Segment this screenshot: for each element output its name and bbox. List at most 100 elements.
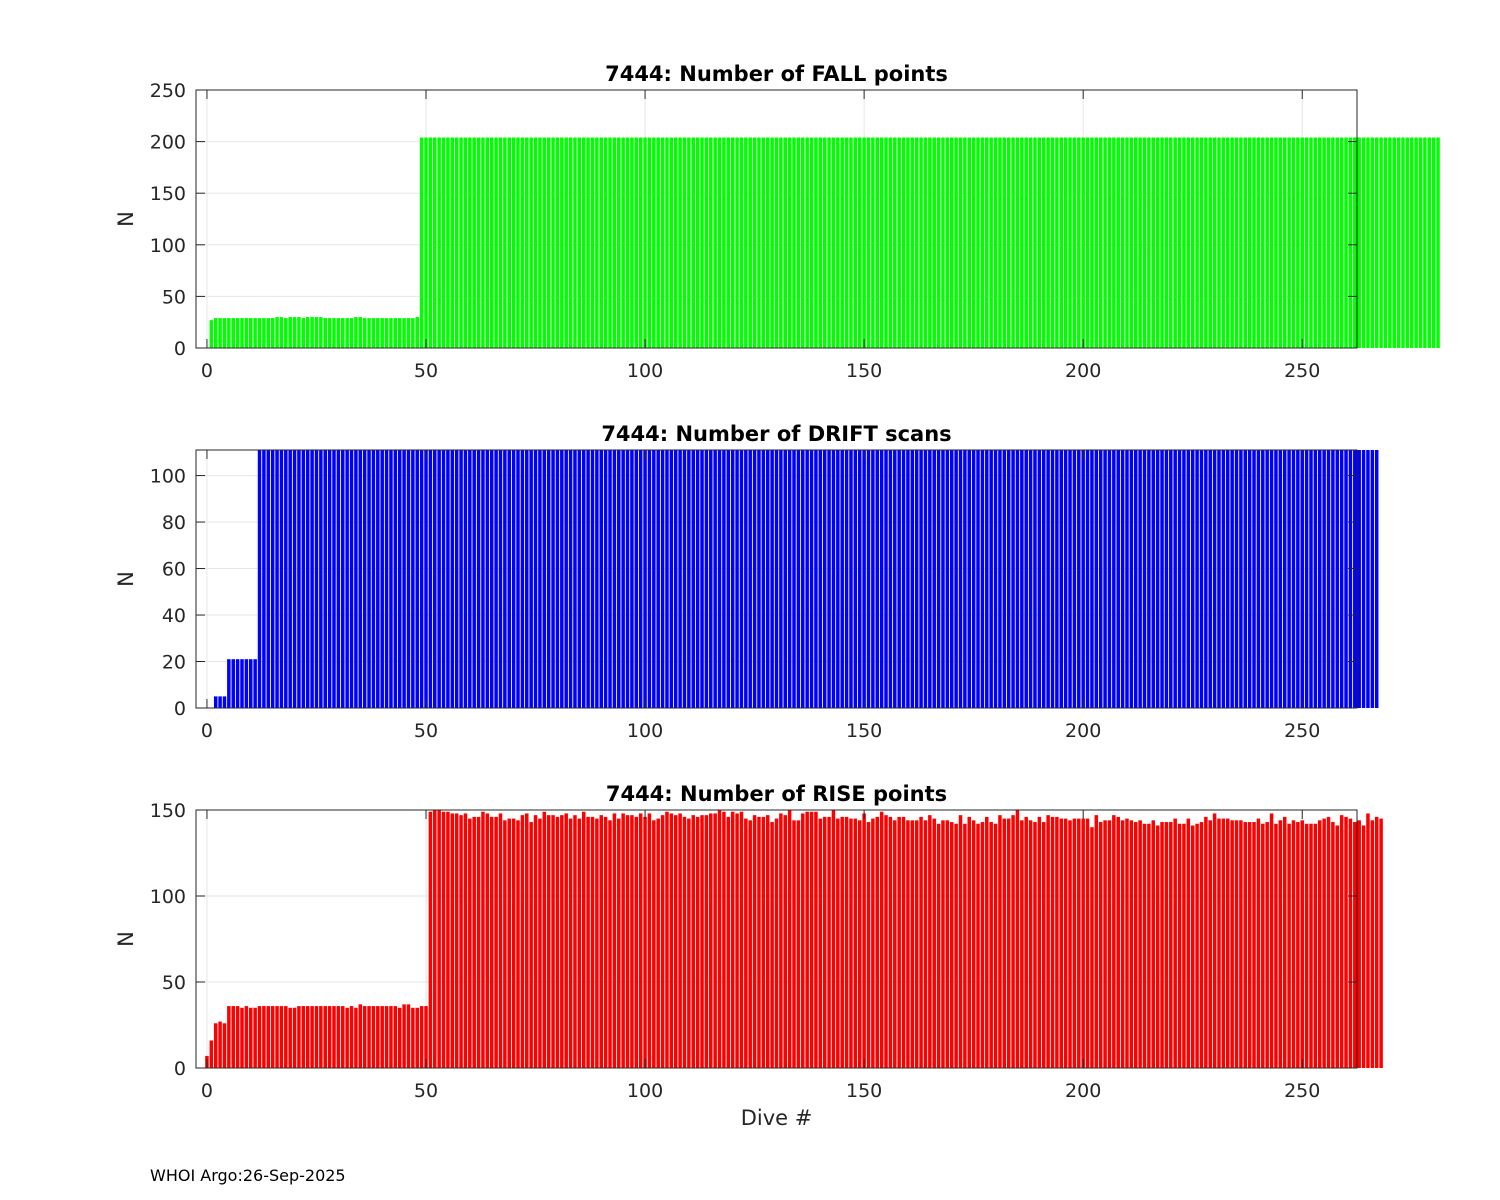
- bar: [1085, 450, 1090, 708]
- x-tick-label: 250: [1284, 360, 1320, 382]
- x-tick-label: 50: [414, 720, 438, 742]
- bar: [1050, 450, 1055, 708]
- bar: [634, 137, 639, 348]
- bar: [717, 450, 722, 708]
- bar: [1177, 450, 1182, 708]
- y-tick-label: 40: [162, 605, 186, 627]
- bar: [481, 137, 485, 348]
- bar: [1046, 815, 1050, 1068]
- bar: [652, 137, 656, 348]
- bar: [476, 816, 481, 1068]
- bar: [253, 318, 257, 348]
- bar: [1392, 137, 1396, 348]
- y-axis-label: N: [114, 211, 138, 227]
- x-tick-label: 100: [627, 1080, 663, 1102]
- bar: [494, 450, 498, 708]
- bar: [1164, 822, 1169, 1068]
- bar: [1243, 450, 1248, 708]
- bar: [476, 137, 481, 348]
- bar: [1112, 137, 1116, 348]
- bar: [875, 450, 880, 708]
- bar: [1252, 450, 1256, 708]
- bar: [1282, 137, 1287, 348]
- bar: [1195, 823, 1199, 1068]
- bar: [678, 450, 682, 708]
- bar: [1344, 816, 1348, 1068]
- bar: [1335, 137, 1340, 348]
- bar: [928, 450, 932, 708]
- bar: [249, 659, 253, 708]
- bar: [1155, 137, 1160, 348]
- bar: [1212, 813, 1217, 1068]
- bar: [529, 822, 533, 1068]
- bar: [253, 659, 257, 708]
- bar: [980, 450, 985, 708]
- bar: [454, 813, 459, 1068]
- bar: [849, 450, 853, 708]
- bar: [871, 450, 875, 708]
- bar: [840, 137, 844, 348]
- bar: [459, 815, 463, 1068]
- bar: [1169, 137, 1173, 348]
- bar: [516, 820, 520, 1068]
- bar: [590, 816, 595, 1068]
- bar: [1427, 137, 1432, 348]
- bar: [384, 318, 389, 348]
- bar: [275, 317, 279, 348]
- bar: [568, 818, 573, 1068]
- x-tick-label: 200: [1065, 1080, 1101, 1102]
- bar: [415, 450, 419, 708]
- bar: [376, 318, 380, 348]
- bar: [901, 816, 906, 1068]
- bar: [520, 450, 525, 708]
- bar: [1383, 137, 1388, 348]
- bar: [310, 1006, 314, 1068]
- bar: [525, 137, 529, 348]
- bar: [305, 450, 310, 708]
- bar: [1147, 823, 1151, 1068]
- bar: [1125, 450, 1129, 708]
- bar: [958, 450, 963, 708]
- bar: [901, 450, 906, 708]
- x-tick-label: 150: [846, 1080, 882, 1102]
- bar: [617, 818, 621, 1068]
- bar: [1318, 450, 1322, 708]
- bar: [336, 450, 341, 708]
- bar: [275, 1006, 279, 1068]
- bar: [1405, 137, 1410, 348]
- bar: [327, 450, 332, 708]
- bar: [1361, 825, 1366, 1068]
- bar: [292, 450, 297, 708]
- bar: [1160, 450, 1164, 708]
- bar: [722, 137, 726, 348]
- bar: [1230, 820, 1234, 1068]
- bar: [1173, 137, 1177, 348]
- x-tick-label: 150: [846, 360, 882, 382]
- bar: [617, 137, 621, 348]
- bar: [1063, 818, 1068, 1068]
- bar: [213, 696, 218, 708]
- bar: [1370, 450, 1375, 708]
- bar: [765, 450, 770, 708]
- bar: [1120, 450, 1125, 708]
- bar: [1344, 450, 1348, 708]
- bar: [257, 450, 262, 708]
- bar: [608, 450, 612, 708]
- bar: [577, 137, 582, 348]
- bar: [1094, 450, 1099, 708]
- bar: [319, 1006, 323, 1068]
- bar: [704, 815, 709, 1068]
- bar: [314, 317, 319, 348]
- bar: [919, 137, 923, 348]
- bar: [603, 816, 608, 1068]
- bar: [1374, 816, 1379, 1068]
- bar: [989, 137, 993, 348]
- bar: [231, 1006, 235, 1068]
- bar: [656, 137, 660, 348]
- bar: [1151, 137, 1156, 348]
- bar: [783, 815, 788, 1068]
- bar: [1011, 137, 1015, 348]
- bar: [1120, 137, 1125, 348]
- bar: [1296, 137, 1300, 348]
- bar: [213, 318, 218, 348]
